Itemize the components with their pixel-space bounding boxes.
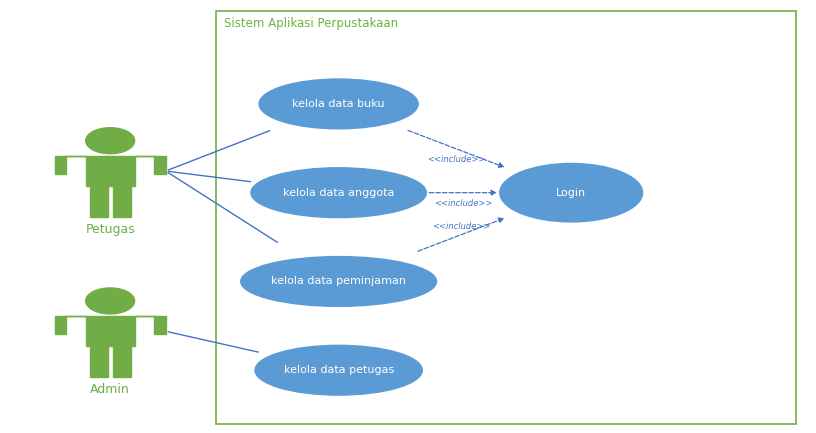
Ellipse shape	[255, 346, 423, 395]
Bar	[113, 186, 131, 216]
Text: Sistem Aplikasi Perpustakaan: Sistem Aplikasi Perpustakaan	[224, 17, 398, 30]
Text: kelola data peminjaman: kelola data peminjaman	[271, 276, 406, 287]
Ellipse shape	[251, 168, 427, 217]
Ellipse shape	[499, 163, 642, 222]
Text: Petugas: Petugas	[86, 223, 135, 236]
Bar	[113, 346, 131, 377]
Text: kelola data petugas: kelola data petugas	[283, 365, 394, 375]
Polygon shape	[65, 156, 155, 186]
Bar	[154, 316, 166, 334]
Circle shape	[86, 288, 135, 314]
Bar	[55, 316, 66, 334]
Text: Login: Login	[557, 187, 586, 198]
Bar	[216, 11, 796, 424]
Bar	[154, 156, 166, 174]
Ellipse shape	[241, 256, 437, 307]
Ellipse shape	[259, 79, 418, 129]
Text: <<include>>: <<include>>	[427, 155, 486, 164]
Bar	[90, 186, 108, 216]
Circle shape	[86, 128, 135, 154]
Text: kelola data anggota: kelola data anggota	[283, 187, 394, 198]
Text: Admin: Admin	[91, 383, 130, 396]
Text: kelola data buku: kelola data buku	[292, 99, 385, 109]
Text: <<include>>: <<include>>	[432, 223, 490, 231]
Text: <<include>>: <<include>>	[434, 199, 492, 208]
Bar	[90, 346, 108, 377]
Polygon shape	[65, 316, 155, 346]
Bar	[55, 156, 66, 174]
